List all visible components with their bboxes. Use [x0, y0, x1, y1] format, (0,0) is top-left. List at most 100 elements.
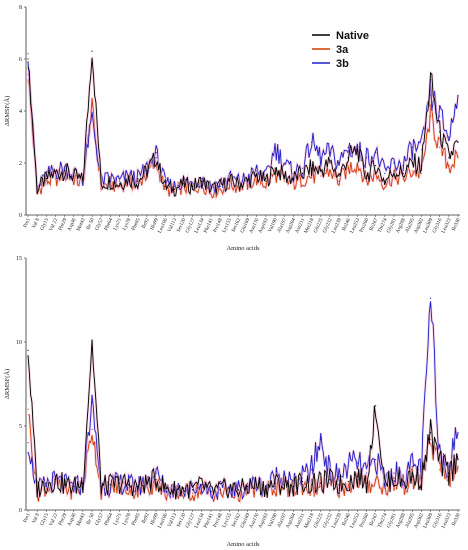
data-point [457, 94, 459, 96]
data-point [246, 180, 249, 182]
y-tick-label: 10 [16, 340, 22, 346]
data-point [320, 438, 322, 441]
data-point [164, 185, 166, 187]
data-point [73, 485, 75, 488]
x-tick-label: Pro1 [22, 217, 32, 229]
data-point [375, 405, 377, 407]
data-point [311, 469, 313, 471]
data-point [237, 489, 240, 491]
x-tick-label: Ile330 [451, 512, 462, 527]
x-tick-label: Phe29 [57, 217, 68, 232]
data-point [420, 165, 423, 167]
data-point [192, 489, 194, 491]
data-point [292, 485, 294, 488]
data-point [402, 165, 404, 167]
data-point [182, 487, 185, 489]
data-point [384, 484, 386, 486]
data-point [146, 482, 148, 484]
data-point [365, 175, 368, 177]
data-point [311, 141, 313, 143]
data-point [292, 178, 294, 180]
x-tick-label: Pro148 [212, 217, 224, 233]
data-point [274, 146, 276, 148]
data-point [384, 487, 386, 489]
x-tick-label: Pro1 [22, 512, 32, 524]
data-point [457, 141, 459, 143]
x-tick-label: Pro260 [359, 217, 371, 233]
data-point [265, 183, 267, 185]
data-point [375, 459, 377, 461]
data-point [338, 162, 340, 164]
data-point [347, 167, 349, 169]
data-point [448, 472, 450, 474]
y-tick-label: 4 [19, 109, 22, 115]
data-point [411, 475, 413, 477]
y-tick-label: 6 [19, 57, 22, 63]
data-point [63, 484, 66, 486]
data-point [429, 79, 432, 81]
x-tick-label: Val190 [267, 217, 279, 233]
x-tick-label: Phe85 [131, 512, 142, 527]
data-point [201, 180, 203, 182]
data-point [137, 180, 139, 182]
data-point [411, 162, 413, 164]
data-point [45, 178, 47, 180]
x-tick-label: Pro260 [359, 512, 371, 528]
data-point [27, 53, 29, 55]
data-point [100, 183, 102, 185]
x-tick-label: Ile 50 [85, 512, 96, 526]
x-tick-label: Ser120 [176, 512, 188, 528]
data-point [45, 482, 47, 484]
data-point [457, 157, 459, 159]
x-tick-label: Met43 [76, 217, 87, 232]
data-point [347, 465, 349, 467]
data-point [36, 489, 38, 491]
data-point [210, 490, 212, 493]
data-point [439, 462, 441, 464]
x-tick-label: Asp36 [66, 217, 77, 232]
data-point [27, 442, 29, 444]
data-point [457, 459, 459, 461]
x-tick-label: Ser162 [231, 512, 243, 528]
data-point [301, 480, 304, 483]
x-tick-label: Lys71 [113, 217, 124, 231]
data-point [329, 152, 331, 154]
x-tick-label: Val 8 [31, 217, 41, 230]
data-point [356, 475, 358, 477]
data-point [82, 482, 84, 484]
data-point [91, 105, 93, 107]
x-tick-label: Ile246 [341, 512, 352, 527]
data-point [164, 487, 166, 489]
data-point [219, 489, 221, 491]
data-point [219, 188, 221, 190]
data-point [283, 484, 285, 486]
data-point [393, 162, 395, 164]
data-point [219, 492, 221, 494]
data-point [301, 167, 304, 169]
data-point [402, 480, 404, 483]
data-point [63, 167, 66, 169]
data-point [311, 167, 313, 169]
data-point [448, 136, 450, 138]
y-tick-label: 5 [19, 424, 22, 430]
series-line-native [27, 57, 459, 197]
data-point [73, 175, 75, 177]
x-tick-label: Asp36 [66, 512, 77, 527]
data-point [429, 432, 432, 434]
x-tick-label: Phe64 [103, 512, 114, 527]
data-point [393, 477, 395, 479]
data-point [356, 149, 358, 151]
x-tick-label: Gly15 [39, 512, 50, 527]
data-point [356, 162, 358, 164]
x-tick-label: Gly57 [94, 217, 105, 232]
data-point [256, 484, 258, 486]
x-tick-label: Ile 50 [85, 217, 96, 231]
x-tick-label: Val113 [167, 512, 179, 528]
data-point [283, 180, 285, 182]
legend-entry-native: Native [336, 30, 369, 42]
x-tick-label: Pro148 [212, 512, 224, 528]
x-tick-label: Ile92 [141, 217, 151, 230]
data-point [118, 183, 121, 185]
data-point [347, 480, 349, 483]
data-point [155, 479, 157, 481]
